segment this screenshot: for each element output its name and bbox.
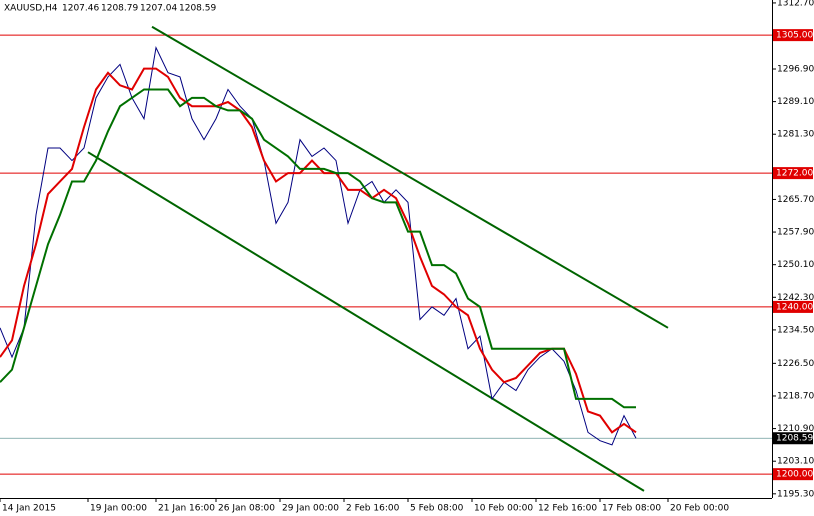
level-label-bg — [773, 300, 813, 313]
level-label-bg — [773, 468, 813, 481]
level-label: 1240.00 — [776, 302, 813, 312]
ohlc-value: 1208.59 — [179, 4, 216, 14]
trend-line — [151, 25, 669, 329]
level-label-bg — [773, 167, 813, 180]
x-tick-label: 26 Jan 08:00 — [218, 504, 275, 514]
y-tick-label: 1296.90 — [777, 64, 814, 74]
x-tick-label: 29 Jan 00:00 — [282, 504, 339, 514]
y-tick-label: 1218.70 — [777, 391, 814, 401]
y-tick-label: 1312.70 — [777, 0, 814, 8]
x-tick-label: 12 Feb 16:00 — [538, 504, 597, 514]
y-tick-label: 1289.10 — [777, 97, 814, 107]
ohlc-value: 1208.79 — [101, 4, 138, 14]
x-tick-label: 2 Feb 16:00 — [346, 504, 400, 514]
level-label: 1200.00 — [776, 470, 813, 480]
y-tick-label: 1210.90 — [777, 424, 814, 434]
x-tick-label: 20 Feb 00:00 — [670, 504, 729, 514]
last-price-bg — [773, 432, 813, 445]
x-tick-label: 17 Feb 08:00 — [602, 504, 661, 514]
y-tick-label: 1257.90 — [777, 228, 814, 238]
x-tick-label: 5 Feb 08:00 — [410, 504, 464, 514]
y-tick-label: 1242.30 — [777, 293, 814, 303]
trend-line — [87, 151, 645, 492]
series-line — [0, 88, 636, 409]
series-line — [0, 67, 637, 434]
y-tick-label: 1265.70 — [777, 195, 814, 205]
ohlc-value: 1207.04 — [140, 4, 177, 14]
x-tick-label: 14 Jan 2015 — [2, 504, 56, 514]
level-label: 1272.00 — [776, 169, 813, 179]
ohlc-value: 1207.46 — [62, 4, 99, 14]
y-tick-label: 1203.10 — [777, 457, 814, 467]
level-label-bg — [773, 29, 813, 42]
x-tick-label: 19 Jan 00:00 — [90, 504, 147, 514]
x-tick-label: 10 Feb 00:00 — [474, 504, 533, 514]
last-price-label: 1208.59 — [776, 434, 813, 444]
symbol: XAUUSD,H4 — [4, 4, 58, 14]
x-tick-label: 21 Jan 16:00 — [158, 504, 215, 514]
y-tick-label: 1250.10 — [777, 260, 814, 270]
y-tick-label: 1195.30 — [777, 489, 814, 499]
level-label: 1305.00 — [776, 31, 813, 41]
y-tick-label: 1226.50 — [777, 359, 814, 369]
series-line — [0, 46, 637, 446]
y-tick-label: 1234.50 — [777, 325, 814, 335]
y-tick-label: 1281.30 — [777, 130, 814, 140]
